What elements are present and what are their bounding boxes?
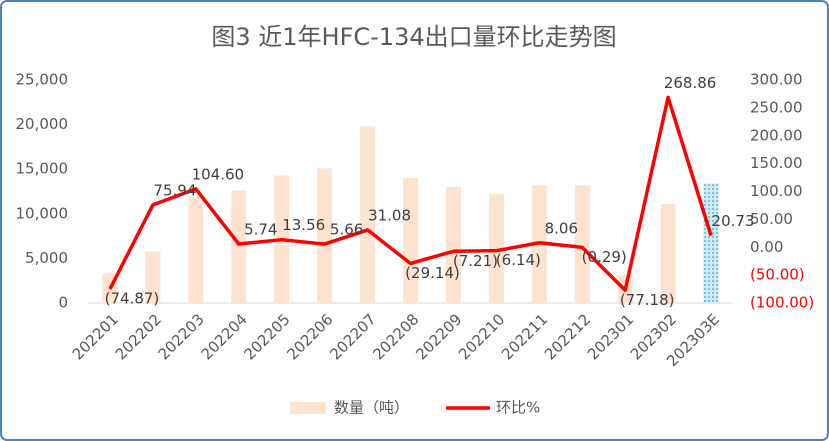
y2-tick-label: (50.00)	[750, 266, 805, 284]
value-label: (29.14)	[405, 264, 460, 282]
y-tick-label: 15,000	[16, 160, 69, 178]
y-tick-label: 10,000	[16, 204, 69, 222]
bar	[317, 168, 333, 303]
y-tick-label: 20,000	[16, 115, 69, 133]
y2-tick-label: 50.00	[750, 210, 793, 228]
line	[108, 95, 713, 293]
value-label: 75.94	[153, 181, 196, 199]
bar	[188, 196, 204, 303]
y2-tick-label: 100.00	[750, 182, 803, 200]
y-tick-label: 0	[58, 294, 68, 312]
y-tick-label: 25,000	[16, 71, 69, 89]
bar	[403, 178, 418, 303]
y2-tick-label: 150.00	[750, 154, 803, 172]
bar	[703, 183, 719, 303]
value-label: 268.86	[664, 74, 717, 92]
chart-title: 图3 近1年HFC-134出口量环比走势图	[211, 23, 616, 51]
bar	[488, 194, 504, 303]
value-label: 13.56	[282, 216, 325, 234]
value-label: 5.66	[330, 221, 363, 239]
y2-tick-label: 0.00	[750, 238, 783, 256]
legend-label: 数量（吨）	[334, 399, 409, 417]
y2-tick-label: 200.00	[750, 126, 803, 144]
value-label: (77.18)	[620, 291, 675, 309]
value-label: 104.60	[192, 165, 245, 183]
value-label: (6.14)	[496, 251, 541, 269]
value-label: 5.74	[244, 221, 277, 239]
value-label: 8.06	[545, 219, 578, 237]
bar	[660, 203, 676, 303]
bar	[445, 187, 461, 303]
y2-tick-label: (100.00)	[750, 294, 814, 312]
legend-swatch	[290, 402, 326, 414]
value-label: (0.29)	[582, 248, 627, 266]
bar	[574, 185, 590, 303]
bar	[145, 251, 161, 303]
value-label: (7.21)	[453, 252, 498, 270]
value-label: 31.08	[368, 206, 411, 224]
bar	[231, 190, 247, 303]
value-label: 20.73	[712, 212, 755, 230]
legend-label: 环比%	[496, 399, 540, 417]
y2-tick-label: 250.00	[750, 98, 803, 116]
value-label: (74.87)	[105, 289, 160, 307]
y-tick-label: 5,000	[25, 249, 68, 267]
bar	[360, 126, 376, 303]
y2-tick-label: 300.00	[750, 71, 803, 89]
